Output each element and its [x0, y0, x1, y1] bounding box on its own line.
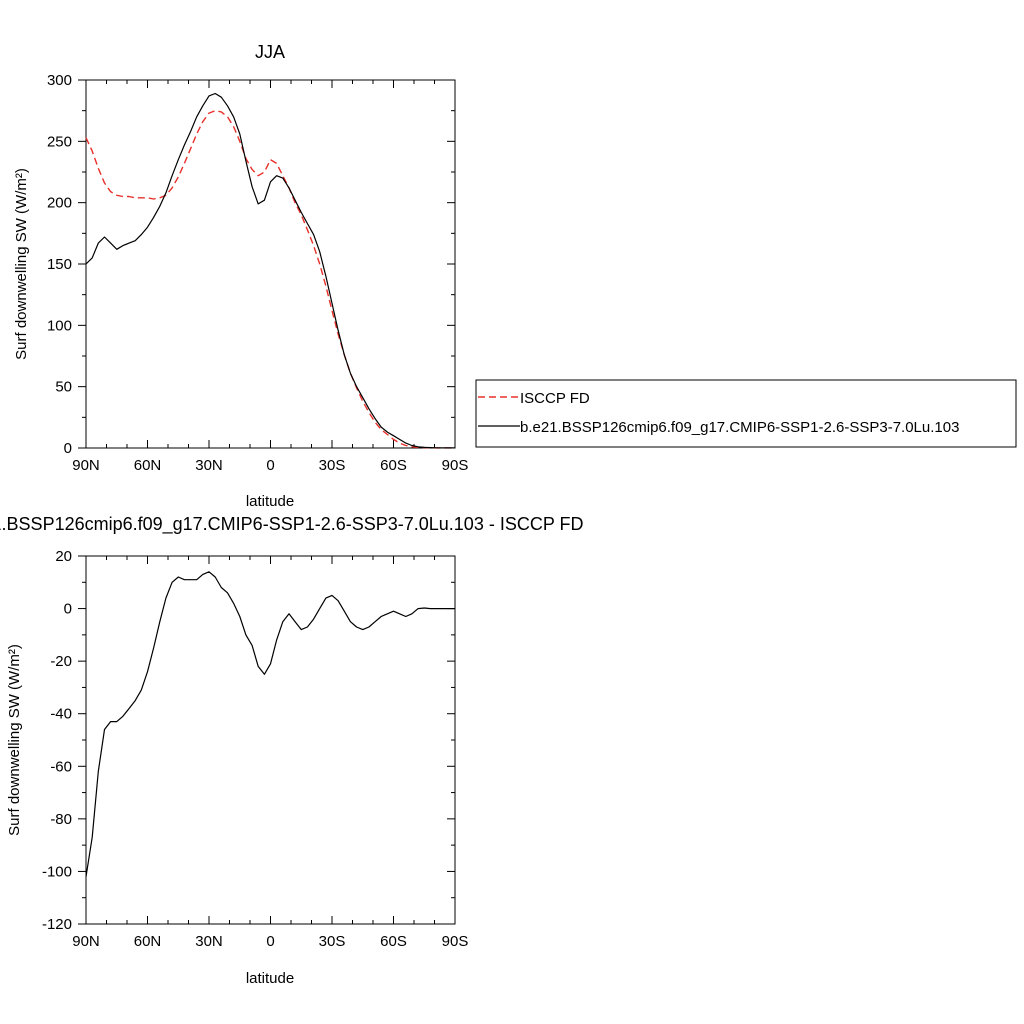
bottom-x-axis-label: latitude: [246, 970, 294, 987]
y-tick-label: 300: [47, 72, 72, 89]
y-tick-label: 250: [47, 133, 72, 150]
x-tick-label: 60S: [380, 457, 407, 474]
x-tick-label: 0: [266, 933, 274, 950]
isccp-fd-line: [85, 109, 455, 449]
y-tick-label: 0: [64, 601, 72, 618]
x-tick-label: 60N: [134, 457, 162, 474]
x-tick-label: 90S: [442, 457, 469, 474]
top-y-axis-label: Surf downwelling SW (W/m²): [13, 168, 30, 360]
y-tick-label: 0: [64, 440, 72, 457]
x-tick-label: 90S: [442, 933, 469, 950]
bottom-title: b.e21.BSSP126cmip6.f09_g17.CMIP6-SSP1-2.…: [0, 514, 584, 535]
x-tick-label: 0: [266, 457, 274, 474]
legend-label-isccp: ISCCP FD: [520, 390, 590, 407]
bottom-series: [85, 571, 455, 877]
top-ticks: 90N 60N 30N 0 30S 60S 90S 0 50 100 150 200 250 300: [47, 72, 468, 474]
top-x-axis-label: latitude: [246, 493, 294, 510]
difference-line: [85, 571, 455, 877]
x-tick-label: 30S: [319, 457, 346, 474]
y-tick-label: 50: [55, 379, 72, 396]
model-line: [85, 92, 455, 449]
x-tick-label: 30N: [195, 457, 223, 474]
bottom-y-axis-label: Surf downwelling SW (W/m²): [6, 644, 23, 836]
legend: ISCCP FD b.e21.BSSP126cmip6.f09_g17.CMIP…: [475, 379, 1017, 448]
legend-box: [475, 379, 1017, 448]
bottom-panel: b.e21.BSSP126cmip6.f09_g17.CMIP6-SSP1-2.…: [0, 514, 584, 987]
y-tick-label: 150: [47, 256, 72, 273]
y-tick-label: -20: [50, 653, 72, 670]
bottom-plot-frame: [85, 555, 456, 925]
x-tick-label: 30S: [319, 933, 346, 950]
top-title: JJA: [255, 42, 285, 62]
bottom-ticks: 90N 60N 30N 0 30S 60S 90S -120 -100 -80 -60 -40 -20 0…: [42, 548, 468, 950]
y-tick-label: 20: [55, 548, 72, 565]
y-tick-label: -100: [42, 863, 72, 880]
y-tick-label: 100: [47, 317, 72, 334]
y-tick-label: -40: [50, 706, 72, 723]
top-panel: JJA 90N 60N 30N 0 30S 60S 90S 0 50 100 150 200 250 30…: [13, 42, 1017, 510]
y-tick-label: -80: [50, 811, 72, 828]
x-tick-label: 60N: [134, 933, 162, 950]
top-plot-frame: [85, 79, 456, 449]
y-tick-label: -120: [42, 916, 72, 933]
top-series: [85, 92, 455, 449]
x-tick-label: 60S: [380, 933, 407, 950]
y-tick-label: 200: [47, 195, 72, 212]
x-tick-label: 90N: [72, 457, 100, 474]
x-tick-label: 30N: [195, 933, 223, 950]
x-tick-label: 90N: [72, 933, 100, 950]
y-tick-label: -60: [50, 758, 72, 775]
legend-label-model: b.e21.BSSP126cmip6.f09_g17.CMIP6-SSP1-2.…: [520, 419, 959, 436]
